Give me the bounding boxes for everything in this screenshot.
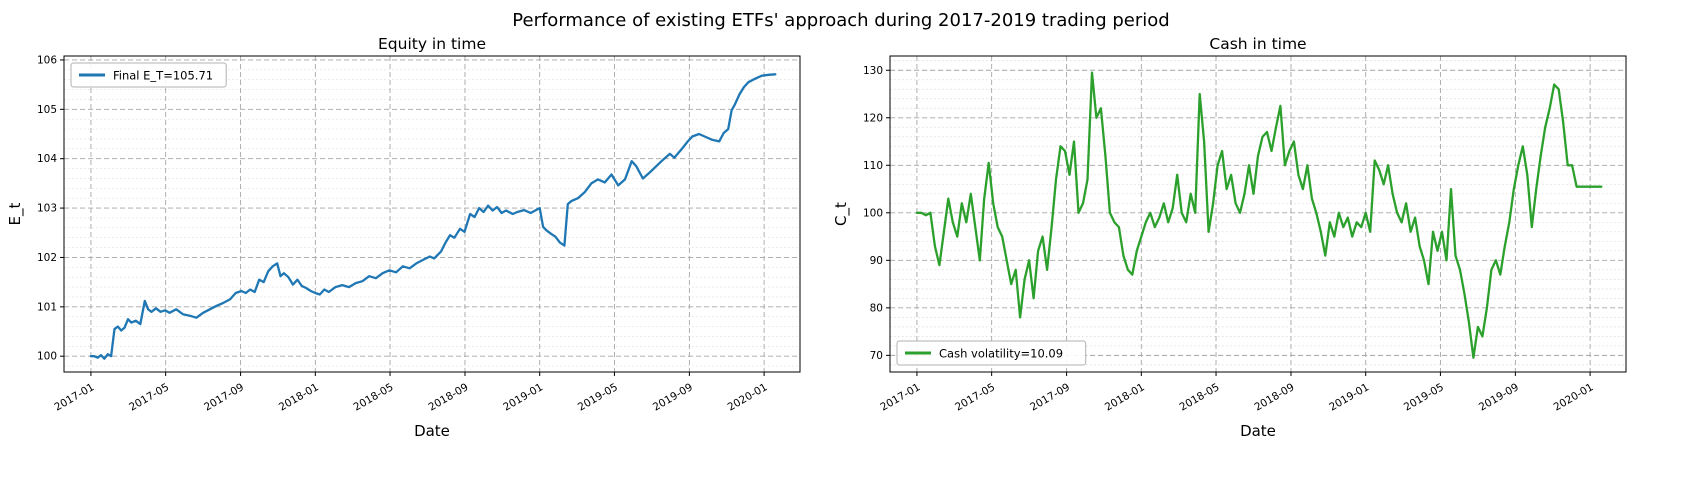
subplot-title: Equity in time	[378, 35, 486, 53]
svg-text:2019-01: 2019-01	[501, 381, 545, 413]
y-axis-label: E_t	[6, 202, 25, 225]
equity-chart: 100 101 102 103 104 105 106 2017-01 2017-05 2017-…	[6, 34, 816, 486]
y-ticks: 70 80 90 100 110 120 130	[863, 65, 890, 362]
svg-text:103: 103	[37, 203, 57, 215]
svg-text:2017-01: 2017-01	[878, 381, 922, 413]
legend: Final E_T=105.71	[70, 62, 227, 88]
svg-text:2019-09: 2019-09	[651, 381, 695, 413]
svg-text:105: 105	[37, 104, 57, 116]
x-axis-label: Date	[414, 422, 450, 440]
svg-text:80: 80	[870, 302, 883, 314]
y-axis-label: C_t	[832, 202, 851, 226]
svg-text:120: 120	[863, 112, 883, 124]
svg-text:104: 104	[37, 153, 57, 165]
svg-text:2017-05: 2017-05	[953, 381, 997, 413]
svg-text:2018-01: 2018-01	[1103, 381, 1147, 413]
svg-text:100: 100	[37, 351, 57, 363]
svg-text:2017-09: 2017-09	[1028, 381, 1072, 413]
x-ticks: 2017-01 2017-05 2017-09 2018-01 2018-05 2018-…	[878, 372, 1596, 414]
svg-text:106: 106	[37, 54, 57, 66]
svg-text:2019-09: 2019-09	[1477, 381, 1521, 413]
svg-text:2017-09: 2017-09	[202, 381, 246, 413]
svg-text:2018-09: 2018-09	[426, 381, 470, 413]
svg-text:2018-01: 2018-01	[277, 381, 321, 413]
svg-text:130: 130	[863, 65, 883, 77]
plot-border	[63, 55, 801, 373]
titles: Cash in time Date C_t	[832, 35, 1307, 440]
major-grid	[890, 56, 1626, 372]
svg-text:2019-01: 2019-01	[1327, 381, 1371, 413]
svg-text:2019-05: 2019-05	[1402, 381, 1446, 413]
svg-text:2020-01: 2020-01	[1552, 381, 1596, 413]
titles: Equity in time Date E_t	[6, 35, 486, 440]
major-grid	[64, 56, 800, 372]
subplots-row: 100 101 102 103 104 105 106 2017-01 2017-05 2017-…	[0, 34, 1682, 486]
subplot-title: Cash in time	[1209, 35, 1306, 53]
svg-text:2017-01: 2017-01	[52, 381, 96, 413]
svg-text:Final E_T=105.71: Final E_T=105.71	[113, 69, 213, 83]
svg-text:110: 110	[863, 160, 883, 172]
figure-title: Performance of existing ETFs' approach d…	[512, 10, 1170, 31]
x-ticks: 2017-01 2017-05 2017-09 2018-01 2018-05 2018-…	[52, 372, 770, 414]
svg-text:2018-05: 2018-05	[352, 381, 396, 413]
plot-border	[889, 55, 1627, 373]
svg-text:2018-09: 2018-09	[1252, 381, 1296, 413]
svg-text:2018-05: 2018-05	[1178, 381, 1222, 413]
svg-text:2017-05: 2017-05	[127, 381, 171, 413]
svg-text:70: 70	[870, 350, 883, 362]
cash-chart: 70 80 90 100 110 120 130 2017-01 2017-05 2017-09 2…	[832, 34, 1642, 486]
svg-text:90: 90	[870, 255, 883, 267]
svg-text:101: 101	[37, 301, 57, 313]
svg-text:100: 100	[863, 207, 883, 219]
x-axis-label: Date	[1240, 422, 1276, 440]
svg-text:102: 102	[37, 252, 57, 264]
data-line	[915, 71, 1603, 359]
data-line	[89, 73, 777, 360]
svg-text:Cash volatility=10.09: Cash volatility=10.09	[939, 347, 1063, 361]
svg-text:2020-01: 2020-01	[726, 381, 770, 413]
legend: Cash volatility=10.09	[896, 340, 1087, 366]
svg-text:2019-05: 2019-05	[576, 381, 620, 413]
y-ticks: 100 101 102 103 104 105 106	[37, 54, 64, 363]
